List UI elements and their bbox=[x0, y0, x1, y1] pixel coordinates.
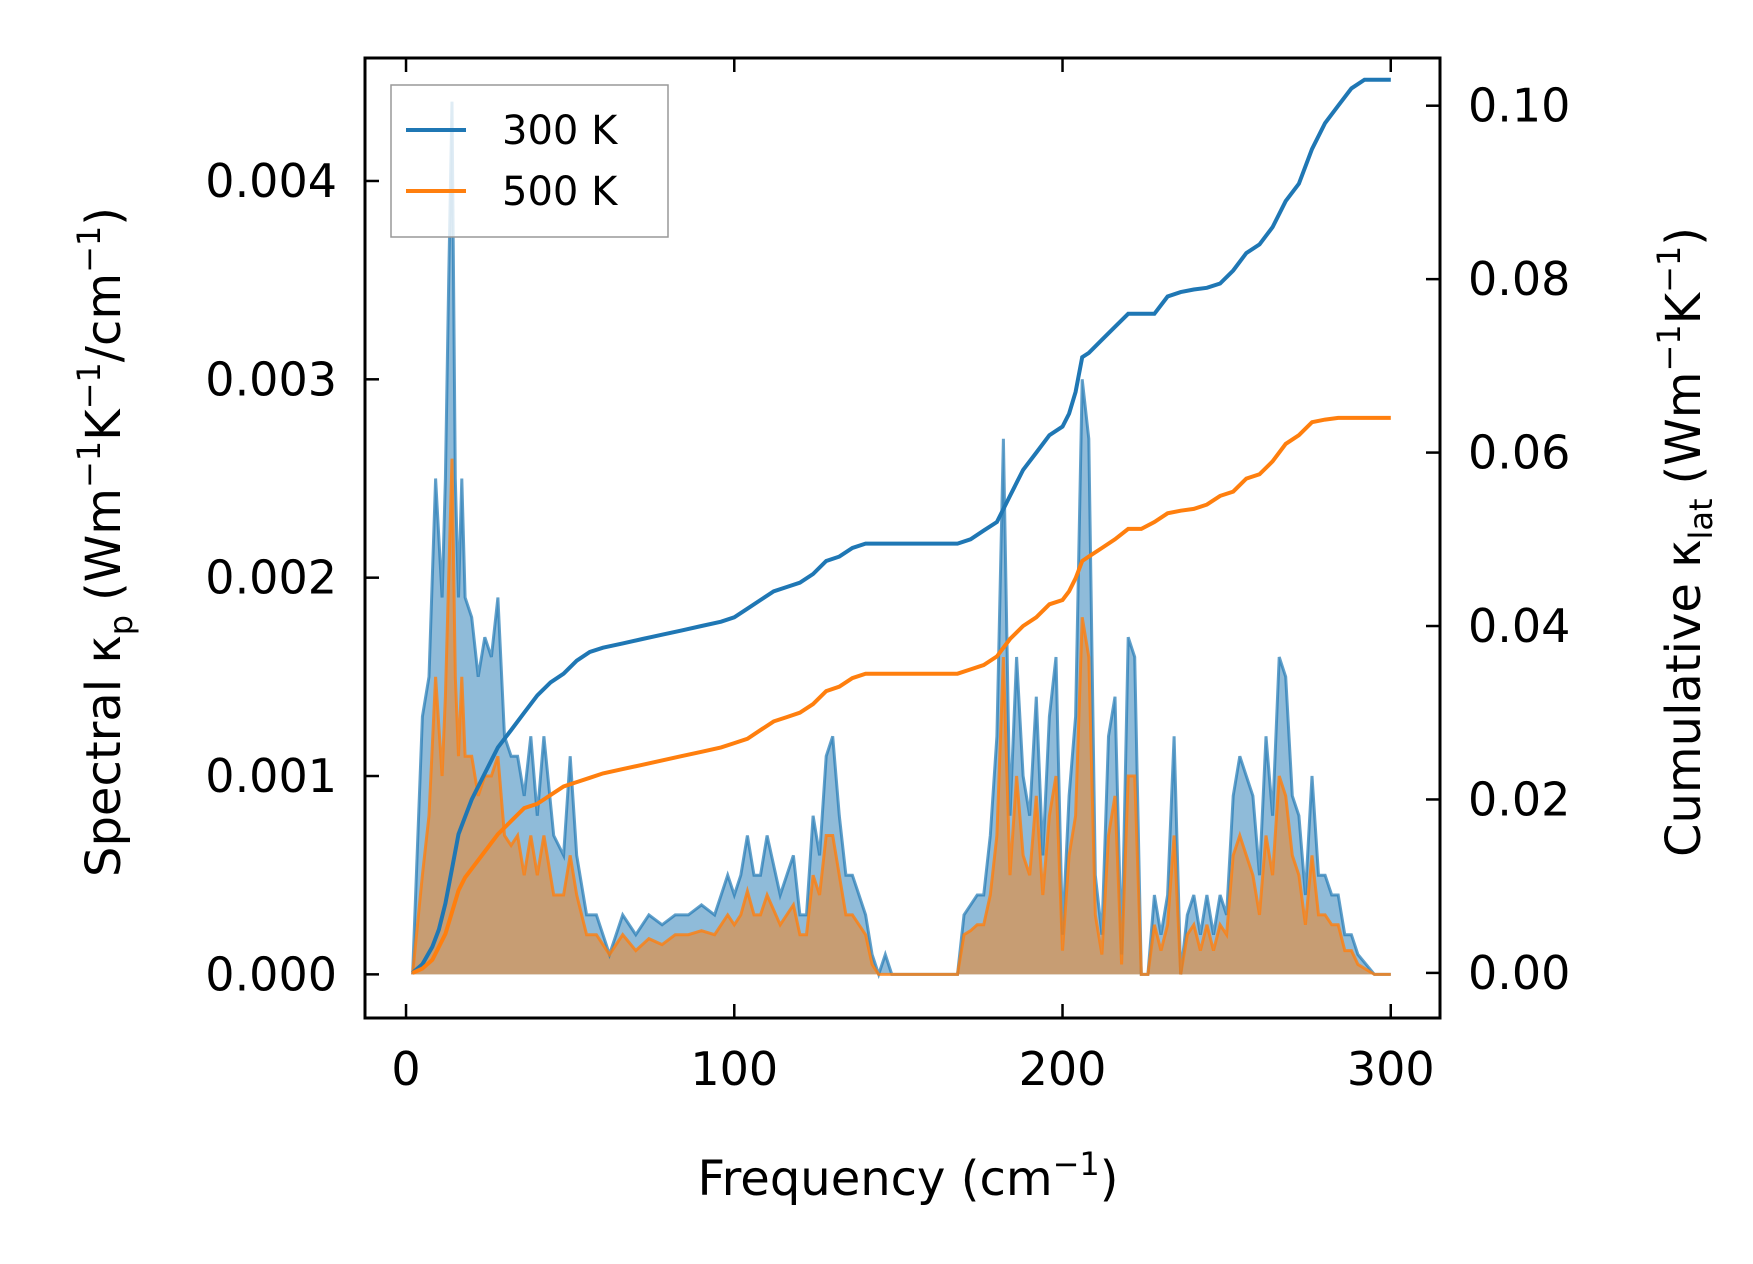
y2-axis-title-text: Cumulative κ bbox=[1656, 540, 1712, 858]
y-axis-title-cm: /cm bbox=[76, 273, 132, 362]
x-tick-label: 300 bbox=[1347, 1042, 1435, 1096]
y-tick-label: 0.000 bbox=[205, 947, 337, 1001]
y-axis-title-sup3: −1 bbox=[70, 226, 108, 273]
cumulative-line-300k bbox=[411, 77, 1391, 975]
x-axis-title: Frequency (cm−1) bbox=[697, 1145, 1118, 1207]
x-axis-title-sup: −1 bbox=[1053, 1145, 1100, 1183]
spectral-area-500k bbox=[412, 458, 1391, 975]
legend-label-300k: 300 K bbox=[502, 108, 619, 154]
spectral-line-500k bbox=[411, 458, 1391, 976]
y2-axis-title-sup2: −1 bbox=[1650, 246, 1688, 293]
y2-tick-label: 0.06 bbox=[1468, 426, 1570, 480]
x-tick-label: 0 bbox=[391, 1042, 420, 1096]
y-axis-title-sub: p bbox=[102, 615, 140, 635]
y-axis-title-sup1: −1 bbox=[70, 441, 108, 488]
y-axis-title-k: K bbox=[76, 408, 132, 441]
y-tick-label: 0.003 bbox=[205, 352, 337, 406]
y2-axis-title-units: (Wm bbox=[1656, 372, 1712, 485]
x-tick-label: 100 bbox=[690, 1042, 778, 1096]
axis-ticks: 0 100 200 300 0.000 0.001 0.002 0.003 0.004 0.00 0… bbox=[205, 58, 1570, 1096]
spectral-fills bbox=[411, 101, 1391, 980]
y2-tick-label: 0.00 bbox=[1468, 946, 1570, 1000]
cumulative-line-500k bbox=[411, 415, 1391, 975]
y-axis-title: Spectral κp(Wm−1K−1/cm−1) bbox=[70, 207, 140, 877]
y-axis-title-sup2: −1 bbox=[70, 362, 108, 409]
y2-axis-title-end: ) bbox=[1656, 227, 1712, 246]
y2-axis-title-sup1: −1 bbox=[1650, 324, 1688, 371]
y2-tick-label: 0.04 bbox=[1468, 599, 1570, 653]
legend-box bbox=[390, 84, 669, 238]
series-lines bbox=[411, 77, 1391, 975]
y2-axis-title-sub: lat bbox=[1682, 498, 1720, 539]
y2-tick-label: 0.02 bbox=[1468, 772, 1570, 826]
y-tick-label: 0.001 bbox=[205, 749, 337, 803]
y2-tick-label: 0.10 bbox=[1468, 79, 1570, 133]
y-tick-label: 0.002 bbox=[205, 551, 337, 605]
plot-frame bbox=[363, 56, 1442, 1020]
x-axis-title-text: Frequency (cm bbox=[697, 1151, 1052, 1207]
x-tick-label: 200 bbox=[1019, 1042, 1107, 1096]
y-axis-title-text: Spectral κ bbox=[76, 635, 132, 877]
y2-tick-label: 0.08 bbox=[1468, 252, 1570, 306]
y-axis-title-units: (Wm bbox=[76, 488, 132, 601]
y-tick-label: 0.004 bbox=[205, 154, 337, 208]
legend: 300 K 500 K bbox=[390, 84, 669, 238]
x-axis-title-end: ) bbox=[1100, 1151, 1119, 1207]
y-axis-title-end: ) bbox=[76, 207, 132, 226]
legend-label-500k: 500 K bbox=[502, 169, 619, 215]
y2-axis-title-k: K bbox=[1656, 291, 1712, 324]
y2-axis-title: Cumulative κlat(Wm−1K−1) bbox=[1650, 227, 1720, 857]
